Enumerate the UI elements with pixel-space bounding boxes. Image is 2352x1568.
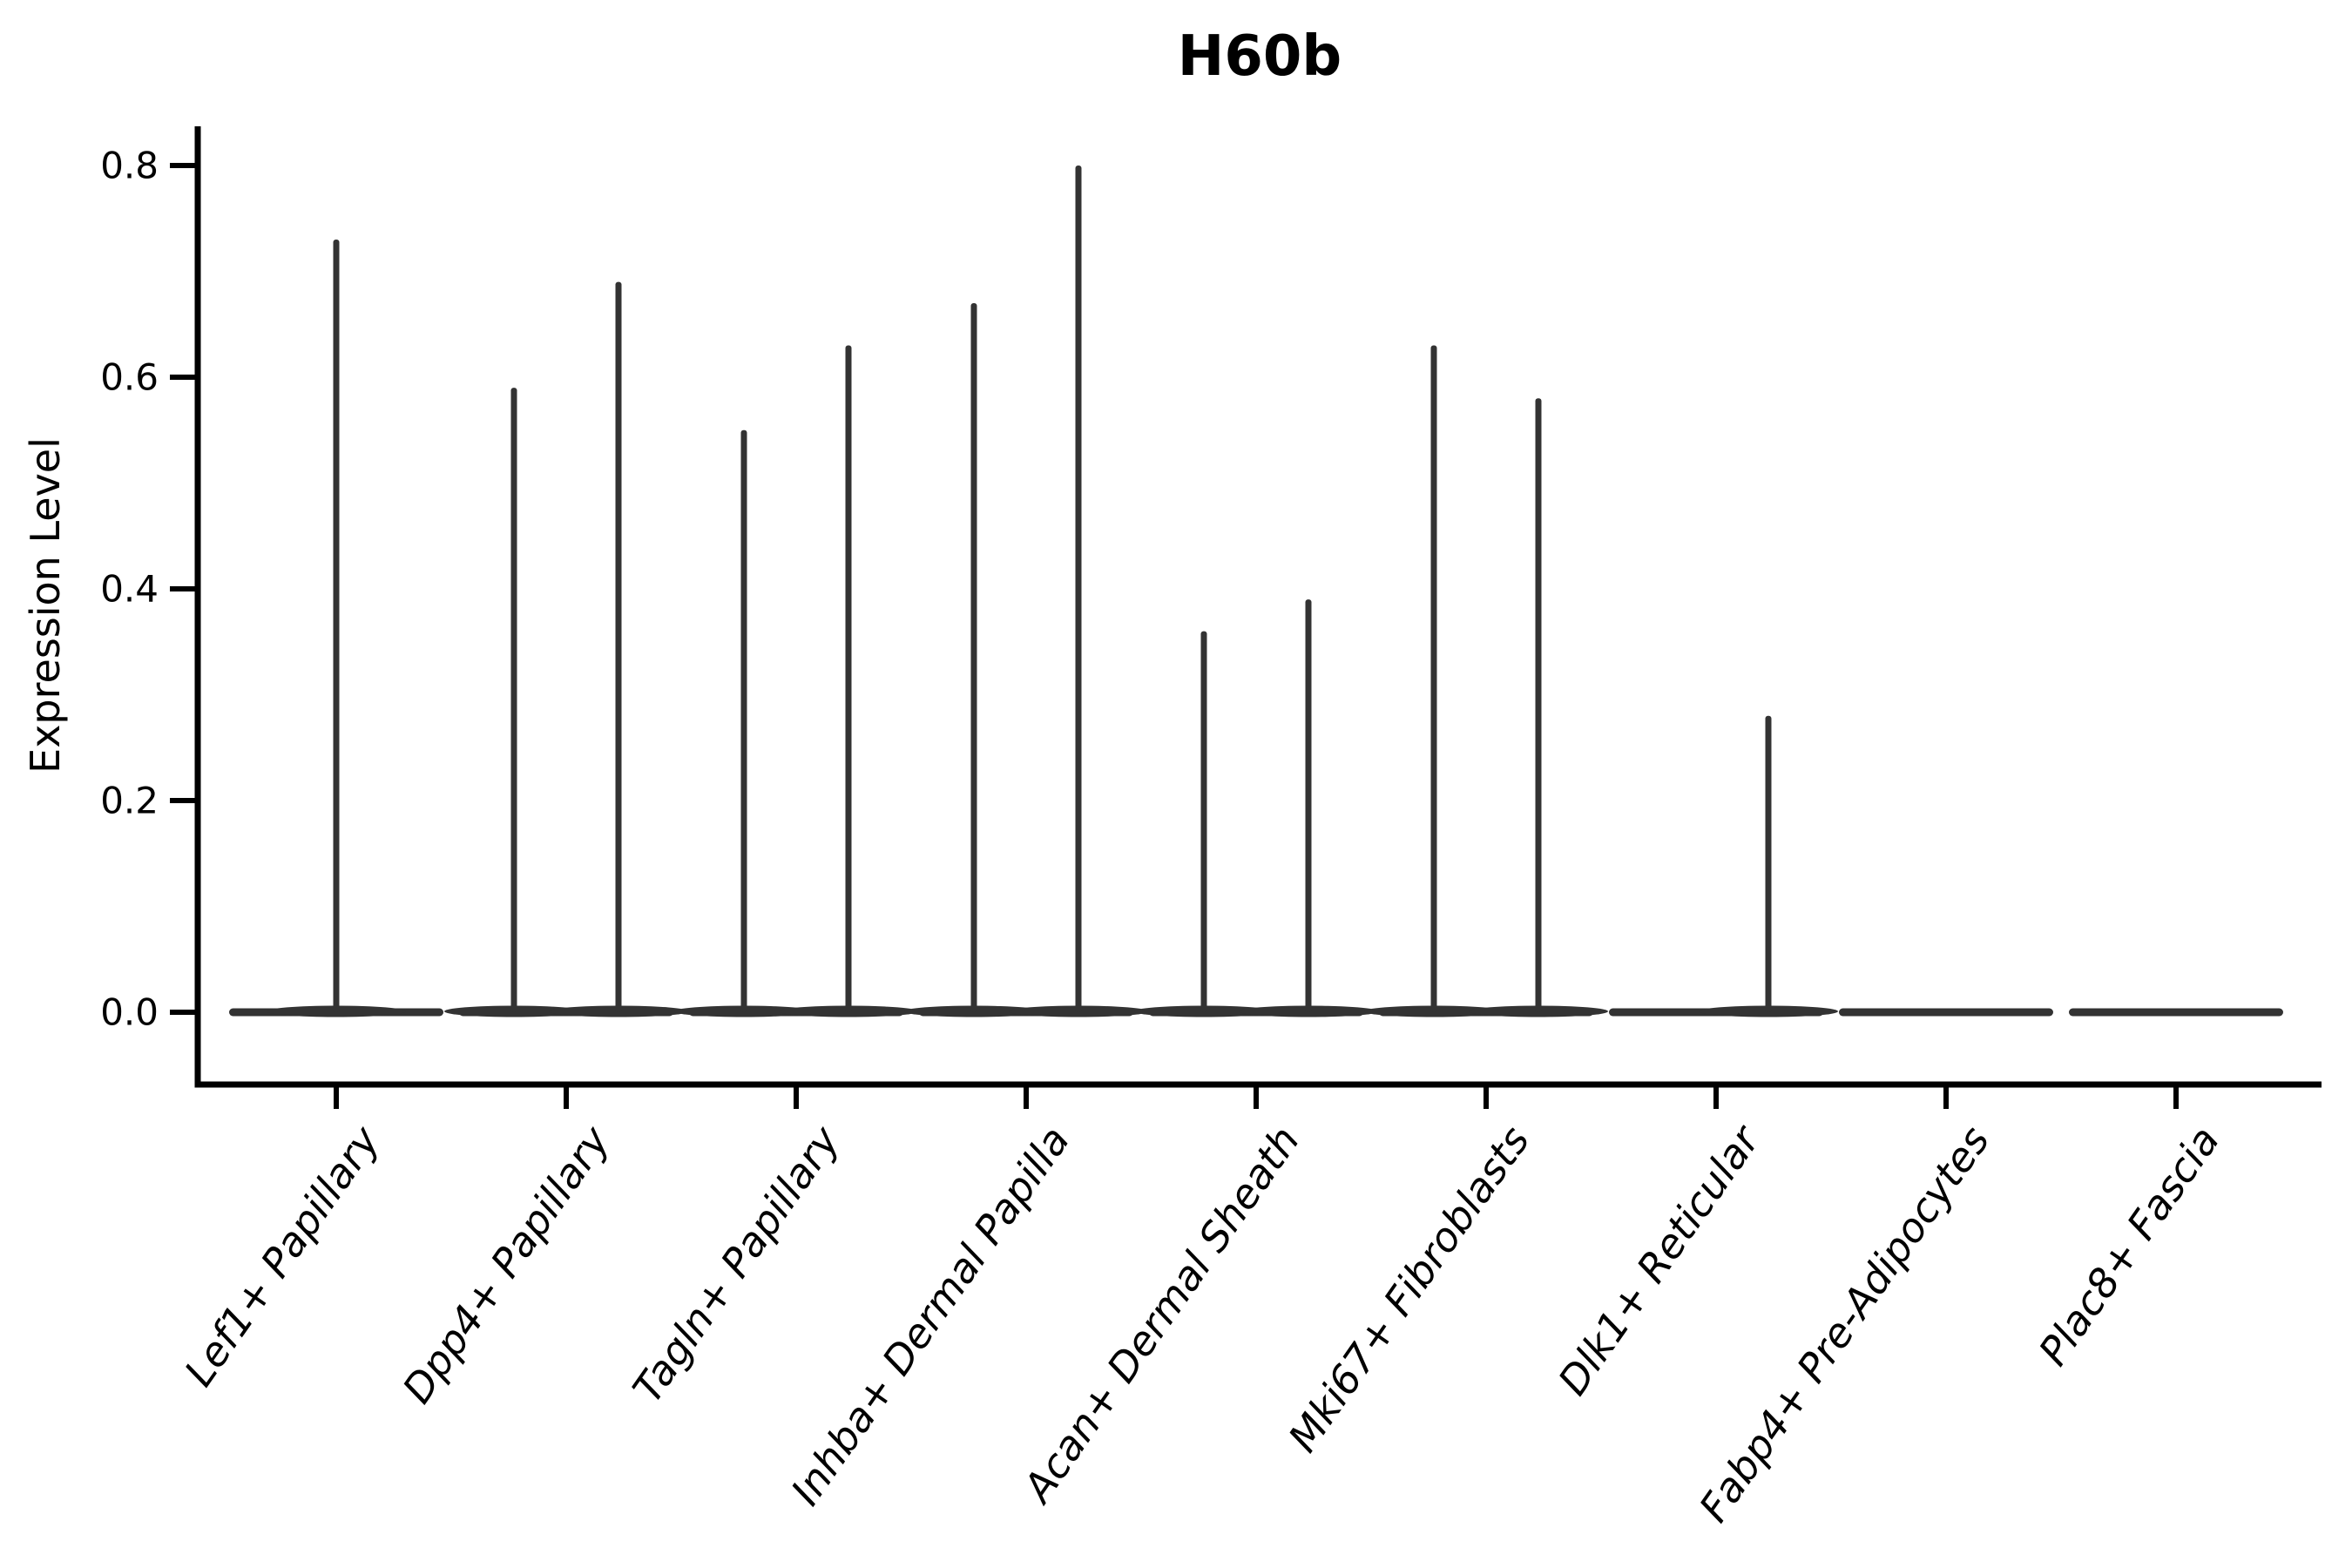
y-tick-mark (170, 1010, 198, 1015)
violin-tail-spike (845, 345, 852, 1012)
x-tick-mark (1024, 1085, 1029, 1109)
x-tick-mark (1943, 1085, 1949, 1109)
y-tick-label: 0.4 (100, 567, 159, 611)
y-tick-mark (170, 375, 198, 380)
violin-tail-spike (1430, 345, 1437, 1012)
violin-body (2069, 1008, 2283, 1017)
violin-body (1839, 1008, 2053, 1017)
y-tick-label: 0.6 (100, 355, 159, 399)
y-tick-label: 0.8 (100, 144, 159, 187)
x-tick-mark (334, 1085, 339, 1109)
y-tick-mark (170, 586, 198, 591)
violin-tail-spike (1200, 631, 1207, 1012)
y-tick-label: 0.0 (100, 990, 159, 1034)
y-tick-label: 0.2 (100, 779, 159, 822)
x-tick-mark (2173, 1085, 2179, 1109)
violin-tail-spike (510, 388, 517, 1012)
y-axis-spine (194, 126, 201, 1085)
x-tick-mark (564, 1085, 569, 1109)
x-tick-mark (1484, 1085, 1489, 1109)
y-axis-label: Expression Level (22, 437, 69, 774)
chart-title: H60b (1177, 24, 1342, 89)
violin-tail-spike (333, 240, 340, 1012)
violin-tail-spike (615, 281, 622, 1012)
y-tick-mark (170, 163, 198, 168)
x-tick-mark (794, 1085, 799, 1109)
violin-tail-spike (970, 302, 977, 1012)
violin-tail-spike (740, 429, 747, 1012)
violin-tail-spike (1305, 599, 1312, 1012)
x-tick-mark (1713, 1085, 1719, 1109)
violin-tail-spike (1075, 166, 1082, 1012)
x-tick-mark (1254, 1085, 1259, 1109)
violin-tail-spike (1765, 715, 1772, 1012)
y-tick-mark (170, 798, 198, 803)
violin-tail-spike (1535, 398, 1542, 1012)
